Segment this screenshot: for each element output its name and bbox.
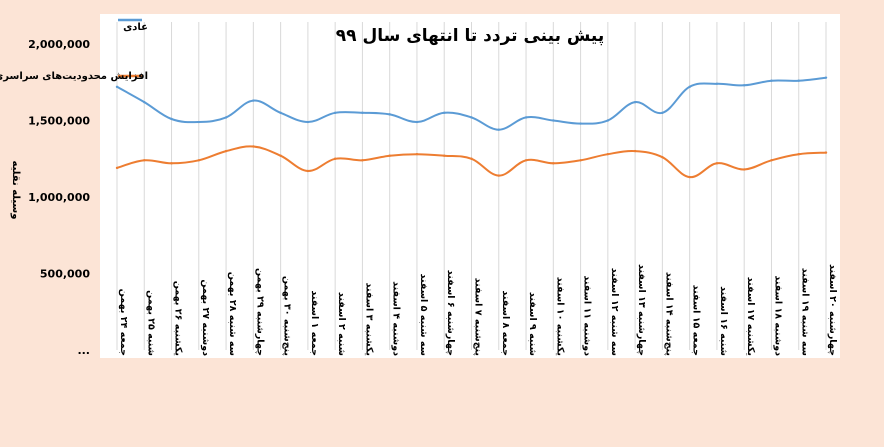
x-tick-label: شنبه ۲۵ بهمن: [145, 290, 156, 356]
data-point: [170, 162, 173, 165]
x-tick-label: سه شنبه ۱۲ اسفند: [609, 268, 620, 356]
x-tick-label: جمعه ۱۵ اسفند: [691, 285, 702, 356]
data-point: [224, 149, 228, 153]
gridlines: [116, 22, 827, 350]
data-point: [606, 119, 610, 122]
data-point: [415, 152, 419, 156]
y-tick-label: 2,000,000: [28, 38, 90, 51]
x-tick-label: جمعه ۱ اسفند: [309, 290, 320, 356]
x-tick-label: یکشنبه ۱۷ اسفند: [745, 277, 756, 356]
data-point: [361, 159, 364, 162]
data-point: [361, 111, 364, 115]
data-point: [661, 156, 664, 159]
data-point: [306, 169, 310, 173]
y-axis: ... 500,000 1,000,000 1,500,000 2,000,000: [28, 38, 90, 357]
data-point: [143, 159, 146, 162]
y-axis-label: وسیله نقلیه: [10, 161, 21, 220]
legend-label-normal: عادی: [123, 22, 148, 33]
x-tick-label: دوشنبه ۲۷ بهمن: [200, 279, 211, 356]
data-point: [415, 120, 419, 124]
x-tick-label: دوشنبه ۱۸ اسفند: [772, 275, 783, 356]
y-tick-label: 500,000: [40, 268, 90, 281]
data-point: [770, 159, 773, 162]
data-point: [115, 85, 119, 89]
data-point: [497, 174, 500, 177]
x-tick-label: سه شنبه ۲۸ بهمن: [227, 272, 238, 356]
x-tick-label: یکشنبه ۲۶ بهمن: [173, 281, 184, 356]
chart-title: پیش بینی تردد تا انتهای سال ۹۹: [336, 26, 604, 46]
x-tick-label: پنج‌شنبه ۷ اسفند: [473, 278, 484, 356]
data-point: [688, 85, 691, 89]
x-tick-label: چهارشنبه ۲۹ بهمن: [254, 268, 265, 356]
data-point: [306, 120, 310, 124]
x-tick-label: پنج‌شنبه ۱۴ اسفند: [663, 272, 674, 356]
legend-label-restrictions: افزایش محدودیت‌های سراسری: [0, 71, 148, 82]
data-point: [224, 116, 228, 119]
data-point: [688, 175, 691, 179]
x-tick-label: یکشنبه ۳ اسفند: [363, 282, 374, 356]
data-point: [606, 152, 610, 156]
data-point: [633, 149, 637, 153]
data-point: [715, 162, 719, 165]
data-point: [279, 111, 282, 115]
series-lines: [115, 76, 828, 179]
data-point: [824, 76, 828, 79]
x-tick-label: چهارشنبه ۱۳ اسفند: [636, 264, 647, 356]
data-point: [742, 168, 746, 171]
data-point: [470, 157, 473, 160]
y-tick-label: 1,500,000: [28, 115, 90, 128]
y-tick-label: 1,000,000: [28, 191, 90, 204]
data-point: [579, 159, 582, 162]
x-tick-label: جمعه ۸ اسفند: [500, 290, 511, 356]
legend: عادی افزایش محدودیت‌های سراسری: [0, 18, 148, 82]
data-point: [333, 111, 337, 115]
data-point: [252, 99, 255, 102]
data-point: [661, 111, 664, 115]
x-tick-label: شنبه ۲ اسفند: [336, 292, 347, 356]
data-point: [443, 154, 446, 157]
data-point: [797, 152, 800, 156]
data-point: [633, 100, 637, 104]
x-tick-label: جمعه ۲۴ بهمن: [118, 289, 129, 356]
x-tick-label: شنبه ۱۶ اسفند: [718, 286, 729, 356]
data-point: [470, 116, 473, 119]
y-tick-label: ...: [77, 344, 90, 357]
x-tick-label: شنبه ۹ اسفند: [527, 292, 538, 356]
data-point: [143, 100, 146, 104]
x-tick-label: یکشنبه ۱۰ اسفند: [554, 277, 565, 356]
data-point: [388, 113, 391, 116]
data-point: [170, 117, 173, 121]
x-tick-label: سه شنبه ۱۹ اسفند: [800, 268, 811, 356]
data-point: [252, 145, 255, 148]
data-point: [115, 166, 119, 170]
data-point: [388, 154, 391, 157]
x-tick-label: دوشنبه ۴ اسفند: [391, 281, 402, 356]
data-point: [279, 154, 282, 157]
data-point: [197, 120, 201, 124]
x-tick-label: سه شنبه ۵ اسفند: [418, 274, 429, 357]
data-point: [524, 159, 528, 162]
x-tick-label: پنج‌شنبه ۳۰ بهمن: [282, 276, 293, 356]
data-point: [443, 111, 446, 115]
x-tick-label: چهارشنبه ۶ اسفند: [445, 270, 456, 356]
x-axis: جمعه ۲۴ بهمن شنبه ۲۵ بهمن یکشنبه ۲۶ بهمن دو…: [118, 264, 838, 356]
data-point: [770, 79, 773, 82]
data-point: [552, 162, 555, 165]
x-tick-label: چهارشنبه ۲۰ اسفند: [827, 264, 838, 356]
data-point: [824, 151, 828, 154]
data-point: [742, 84, 746, 87]
data-point: [197, 159, 201, 162]
x-tick-label: دوشنبه ۱۱ اسفند: [582, 275, 593, 356]
data-point: [552, 119, 555, 122]
data-point: [333, 157, 337, 160]
data-point: [579, 122, 582, 125]
data-point: [715, 82, 719, 85]
data-point: [524, 116, 528, 119]
data-point: [497, 128, 500, 131]
data-point: [797, 79, 800, 82]
